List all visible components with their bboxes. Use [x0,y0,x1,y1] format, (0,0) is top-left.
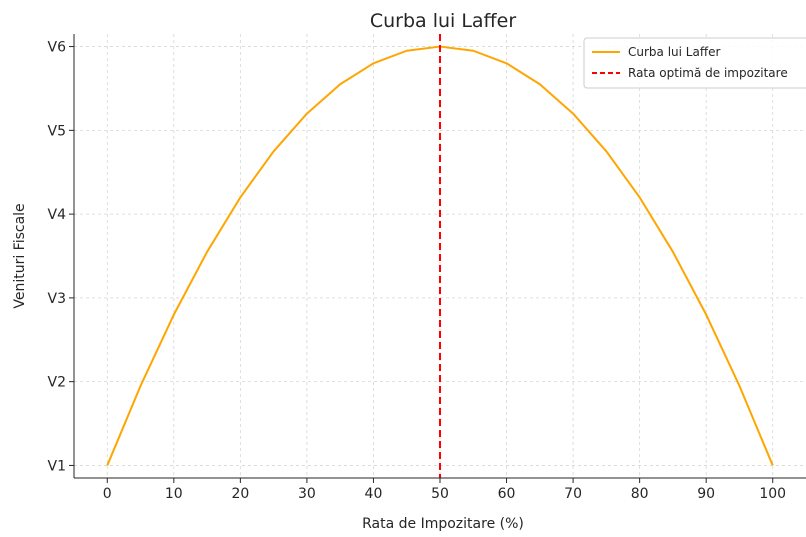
x-tick-label: 40 [365,486,383,502]
legend-label-laffer: Curba lui Laffer [628,45,720,59]
y-axis-label: Venituri Fiscale [12,203,28,308]
x-tick-label: 90 [697,486,715,502]
x-tick-label: 80 [631,486,649,502]
x-tick-label: 50 [431,486,449,502]
x-axis-label: Rata de Impozitare (%) [362,516,524,532]
x-tick-label: 20 [231,486,249,502]
y-tick-label: V4 [48,207,67,223]
y-tick-label: V6 [48,40,67,56]
x-tick-label: 0 [103,486,112,502]
x-tick-label: 100 [759,486,786,502]
x-tick-label: 70 [564,486,582,502]
x-tick-label: 30 [298,486,316,502]
legend-label-optimal-rate: Rata optimă de impozitare [628,66,788,80]
y-tick-label: V1 [48,458,66,474]
ticks: 0 10 20 30 40 50 60 70 80 90 100 V1 V2 V3 V4 V5 V6 [48,40,787,502]
y-tick-label: V5 [48,123,66,139]
x-tick-label: 60 [498,486,516,502]
x-tick-label: 10 [165,486,183,502]
plot-area [106,34,774,478]
y-tick-label: V3 [48,291,66,307]
y-tick-label: V2 [48,375,66,391]
chart-title: Curba lui Laffer [370,10,517,32]
legend-box [583,37,806,89]
legend: Curba lui Laffer Rata optimă de impozita… [583,37,806,89]
